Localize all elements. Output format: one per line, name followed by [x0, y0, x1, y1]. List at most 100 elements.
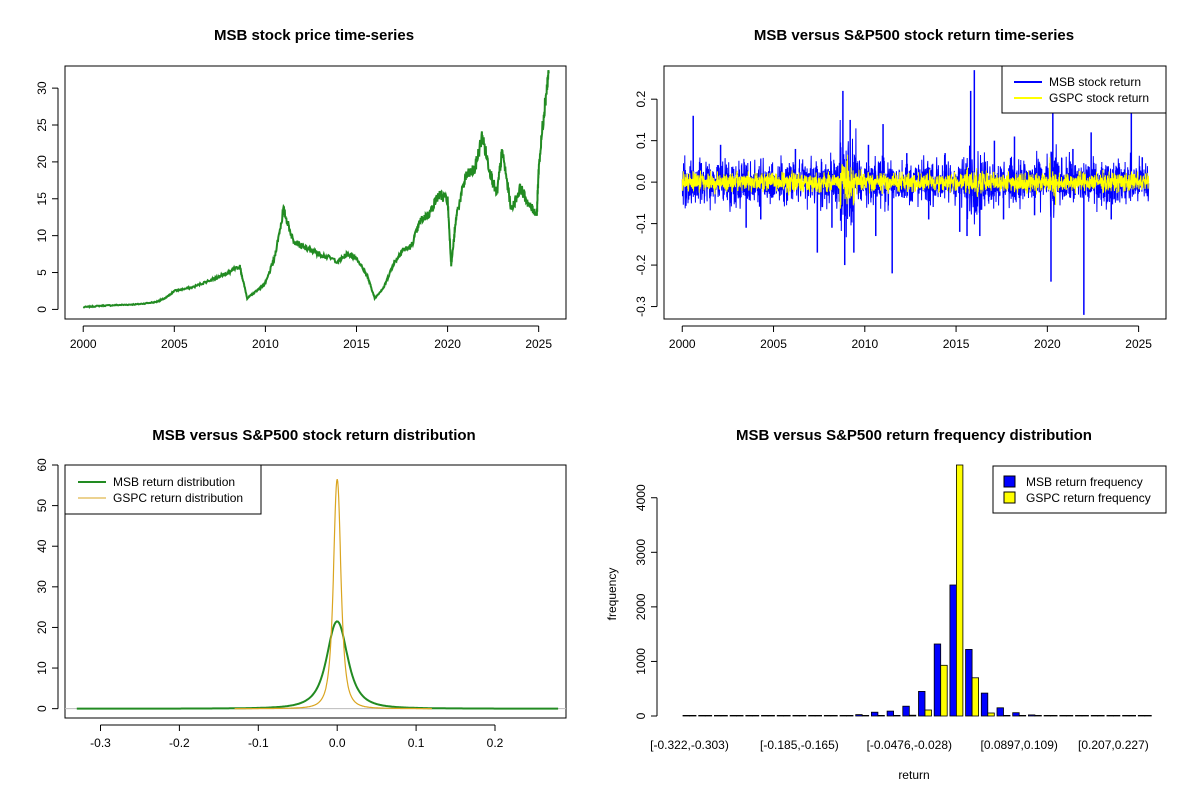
density-x-axis: -0.3 -0.2 -0.1 0.0 0.1 0.2 — [90, 724, 504, 750]
returns-y-tick-label: -0.2 — [634, 254, 648, 275]
returns-y-tick-label: 0.1 — [634, 132, 648, 149]
price-y-tick-label: 30 — [35, 81, 49, 95]
returns-y-tick-label: 0.2 — [634, 91, 648, 108]
returns-panel: MSB versus S&P500 stock return time-seri… — [634, 27, 1167, 351]
gspc-frequency-bar — [767, 715, 775, 717]
density-x-tick-label: 0.0 — [329, 736, 346, 750]
histogram-y-tick-label: 3000 — [634, 539, 648, 566]
returns-x-tick-label: 2005 — [760, 337, 787, 351]
price-line — [82, 70, 550, 309]
density-legend-gspc-label: GSPC return distribution — [113, 491, 243, 505]
density-y-tick-label: 30 — [35, 580, 49, 594]
price-x-tick-label: 2000 — [70, 337, 97, 351]
msb-frequency-bar — [714, 715, 722, 717]
histogram-y-tick-label: 2000 — [634, 593, 648, 620]
msb-frequency-bar — [839, 715, 847, 717]
gspc-frequency-bar — [1113, 715, 1121, 717]
price-y-tick-label: 15 — [35, 192, 49, 206]
msb-frequency-bar — [745, 715, 753, 717]
msb-frequency-bar — [1059, 715, 1067, 717]
msb-frequency-bar — [949, 584, 957, 717]
returns-x-tick-label: 2020 — [1034, 337, 1061, 351]
histogram-panel: MSB versus S&P500 return frequency distr… — [605, 427, 1167, 782]
density-y-tick-label: 20 — [35, 620, 49, 634]
price-x-tick-label: 2015 — [343, 337, 370, 351]
gspc-frequency-bar — [751, 715, 760, 717]
msb-frequency-bar — [729, 715, 737, 717]
gspc-frequency-bar — [736, 715, 744, 717]
gspc-frequency-bar — [814, 715, 822, 717]
returns-y-axis: -0.3 -0.2 -0.1 0.0 0.1 0.2 — [634, 91, 658, 317]
gspc-frequency-bar — [1097, 715, 1105, 717]
msb-frequency-bar — [980, 692, 989, 717]
price-y-tick-label: 5 — [35, 269, 49, 276]
density-y-tick-label: 60 — [35, 458, 49, 472]
gspc-frequency-bar — [1128, 715, 1136, 717]
density-x-tick-label: 0.2 — [487, 736, 504, 750]
histogram-title: MSB versus S&P500 return frequency distr… — [736, 427, 1092, 444]
density-y-tick-label: 50 — [35, 499, 49, 513]
msb-frequency-bar — [965, 649, 973, 717]
gspc-frequency-bar — [830, 715, 838, 717]
density-legend: MSB return distribution GSPC return dist… — [64, 464, 262, 515]
histogram-x-tick-label: [0.0897,0.109) — [980, 738, 1057, 752]
msb-frequency-bar — [996, 707, 1004, 717]
returns-x-tick-label: 2025 — [1125, 337, 1152, 351]
gspc-frequency-bar — [1018, 715, 1027, 717]
gspc-frequency-bar — [783, 715, 791, 717]
density-legend-box — [64, 464, 262, 515]
returns-title: MSB versus S&P500 stock return time-seri… — [754, 27, 1074, 44]
returns-y-tick-label: -0.3 — [634, 296, 648, 317]
gspc-frequency-bar — [908, 714, 917, 717]
density-legend-msb-label: MSB return distribution — [113, 475, 235, 489]
price-x-tick-label: 2025 — [525, 337, 552, 351]
gspc-frequency-bar — [1050, 715, 1058, 717]
msb-frequency-bar — [1012, 712, 1020, 717]
msb-frequency-bar — [918, 691, 926, 717]
returns-legend-gspc-label: GSPC stock return — [1049, 91, 1149, 105]
price-plot-frame — [64, 65, 567, 320]
density-x-tick-label: -0.1 — [248, 736, 269, 750]
histogram-legend-msb-swatch — [1003, 475, 1016, 488]
msb-frequency-bar — [1028, 714, 1036, 717]
price-x-tick-label: 2020 — [434, 337, 461, 351]
msb-frequency-bar — [933, 643, 942, 717]
gspc-frequency-bar — [940, 664, 948, 717]
returns-x-axis: 2000 2005 2010 2015 2020 2025 — [669, 325, 1152, 351]
gspc-frequency-bar — [720, 715, 728, 717]
density-y-tick-label: 10 — [35, 661, 49, 675]
gspc-frequency-bar — [956, 464, 964, 717]
gspc-frequency-bar — [861, 715, 870, 717]
msb-frequency-bar — [776, 715, 785, 717]
gspc-frequency-bar — [924, 709, 932, 717]
msb-frequency-bar — [871, 711, 879, 717]
density-x-tick-label: 0.1 — [408, 736, 425, 750]
histogram-legend-box — [992, 465, 1167, 514]
density-panel: MSB versus S&P500 stock return distribut… — [35, 427, 567, 750]
histogram-x-tick-labels: [-0.322,-0.303) [-0.185,-0.165) [-0.0476,-… — [650, 738, 1149, 752]
density-y-tick-label: 0 — [35, 705, 49, 712]
histogram-y-axis: 0 1000 2000 3000 4000 — [634, 484, 658, 719]
msb-frequency-bar — [1137, 715, 1146, 717]
density-plot-frame — [64, 464, 567, 719]
price-y-tick-label: 0 — [35, 306, 49, 313]
msb-frequency-bar — [698, 715, 706, 717]
gspc-frequency-bar — [877, 715, 885, 717]
returns-series — [681, 70, 1150, 315]
msb-frequency-bar — [761, 715, 769, 717]
price-x-tick-label: 2005 — [161, 337, 188, 351]
gspc-frequency-bar — [1065, 715, 1074, 717]
msb-frequency-bar — [823, 715, 832, 717]
histogram-y-tick-label: 4000 — [634, 484, 648, 511]
histogram-x-tick-label: [-0.322,-0.303) — [650, 738, 729, 752]
gspc-frequency-bar — [1034, 715, 1042, 717]
returns-x-tick-label: 2015 — [943, 337, 970, 351]
density-title: MSB versus S&P500 stock return distribut… — [152, 427, 475, 444]
histogram-y-tick-label: 0 — [634, 712, 648, 719]
msb-frequency-bar — [792, 715, 800, 717]
histogram-x-tick-label: [0.207,0.227) — [1078, 738, 1149, 752]
price-y-axis: 0 5 10 15 20 25 30 — [35, 81, 59, 313]
histogram-y-label: frequency — [605, 568, 619, 621]
msb-frequency-bar — [1043, 715, 1051, 717]
